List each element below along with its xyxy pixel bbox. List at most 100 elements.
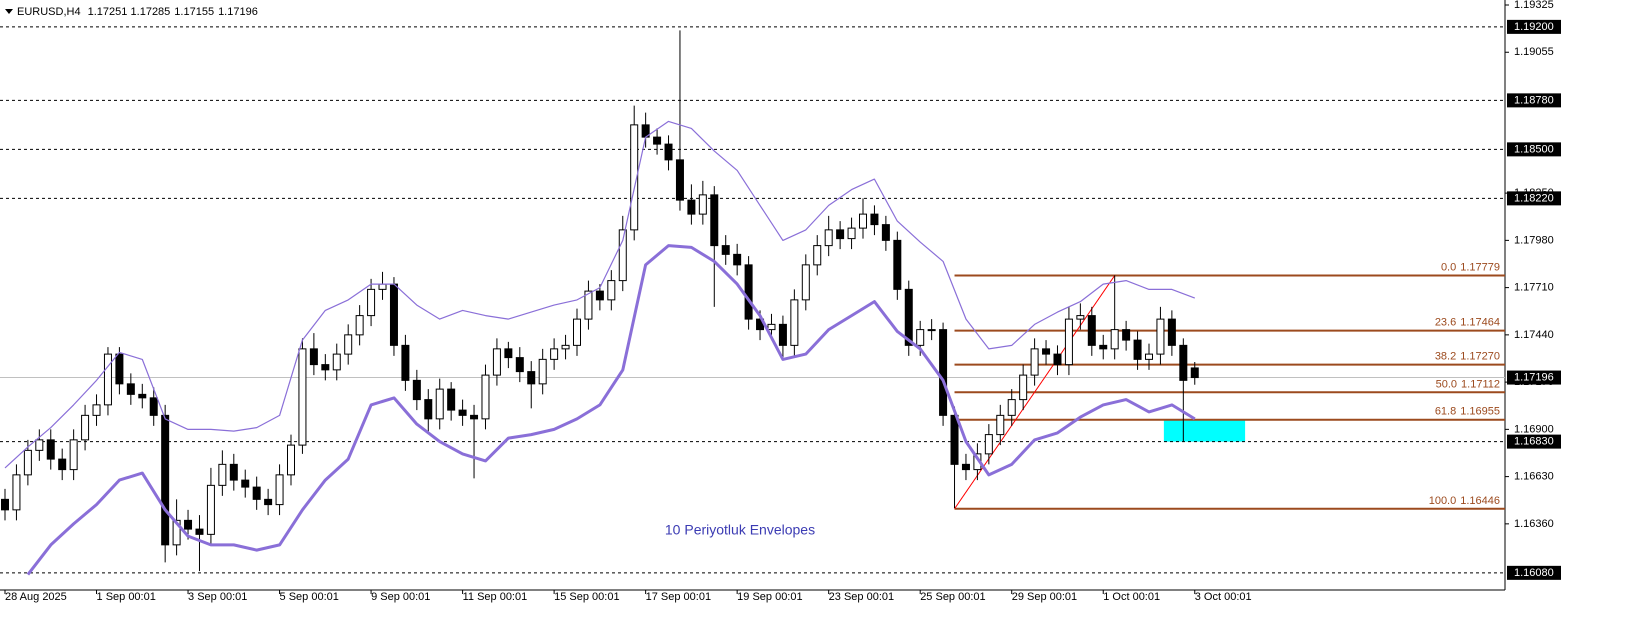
candle-body [870, 213, 879, 226]
fib-price: 1.17270 [1460, 351, 1500, 363]
candle-body [721, 245, 730, 255]
level-label-bg [1507, 434, 1561, 449]
candle-body [710, 194, 719, 247]
fib-price: 1.16446 [1460, 495, 1500, 507]
candle-body [355, 315, 364, 336]
x-tick-label: 17 Sep 00:01 [646, 591, 711, 603]
candle-body [241, 479, 250, 488]
candle-body [984, 434, 993, 455]
candle-body [412, 379, 421, 401]
x-tick-label: 29 Sep 00:01 [1012, 591, 1077, 603]
candle-body [859, 213, 867, 229]
candle-body [58, 458, 67, 471]
candle-body [46, 439, 55, 460]
fib-label: 50.0 1.17112 [1436, 378, 1500, 390]
candle-body [961, 463, 970, 471]
x-tick-label: 9 Sep 00:01 [371, 591, 430, 603]
candle-body [470, 414, 479, 420]
candle-body [744, 264, 753, 320]
candle-body [126, 383, 135, 395]
candle-body [778, 323, 787, 346]
level-label: 1.16830 [1514, 436, 1554, 448]
candle-body [229, 463, 238, 481]
candle-body [950, 414, 959, 465]
fib-label: 61.8 1.16955 [1435, 406, 1500, 418]
fib-label: 100.0 1.16446 [1429, 495, 1500, 507]
candle-body [138, 393, 147, 399]
y-tick-label: 1.19055 [1514, 46, 1554, 58]
zone [1163, 419, 1246, 442]
candle-body [767, 323, 776, 331]
candle-body [584, 290, 593, 320]
candle-body [1053, 353, 1062, 366]
y-tick-label: 1.19325 [1514, 0, 1554, 11]
candle-body [1167, 318, 1176, 346]
candle-body [1190, 367, 1199, 379]
fib-price: 1.17779 [1460, 261, 1500, 273]
chart-header: EURUSD,H4 1.17251 1.17285 1.17155 1.17196 [17, 6, 258, 18]
candle-body [481, 374, 490, 420]
symbol: EURUSD,H4 [17, 6, 81, 18]
candle-body [23, 449, 32, 476]
candle-body [492, 348, 501, 376]
candle-body [939, 329, 948, 416]
candle-body [515, 357, 524, 373]
candle-body [927, 329, 936, 332]
candle-body [893, 239, 902, 290]
envelope-line [26, 244, 1196, 576]
candle-body [172, 519, 181, 546]
menu-triangle [5, 9, 13, 14]
candle-body [344, 334, 353, 355]
x-tick-label: 1 Sep 00:01 [97, 591, 156, 603]
x-tick-label: 23 Sep 00:01 [829, 591, 894, 603]
candle-body [35, 439, 44, 451]
candle-body [1179, 344, 1188, 381]
level-label: 1.18780 [1514, 94, 1554, 106]
candle-body [367, 288, 376, 317]
candle-body [149, 397, 158, 416]
candle-body [790, 299, 799, 346]
level-label-bg [1507, 93, 1561, 108]
fib-label: 23.6 1.17464 [1435, 317, 1500, 329]
candle-body [527, 371, 536, 385]
candle-body [1133, 339, 1142, 360]
header-open: 1.17251 [88, 6, 128, 18]
candle-body [881, 224, 890, 241]
candle-body [435, 388, 444, 420]
candle-body [447, 388, 456, 411]
envelope-line [4, 120, 1196, 469]
candle-body [996, 414, 1005, 436]
fib-label: 0.0 1.17779 [1441, 261, 1500, 273]
level-label-bg [1507, 191, 1561, 206]
candle-body [824, 229, 833, 247]
candle-body [1007, 399, 1016, 416]
candle-body [332, 353, 341, 371]
candle-body [389, 283, 398, 346]
candle-body [161, 414, 170, 546]
candle-body [1064, 318, 1073, 366]
annotation: 10 Periyotluk Envelopes [665, 522, 815, 538]
level-label: 1.18500 [1514, 143, 1554, 155]
candle-body [664, 143, 673, 161]
candle-body [1042, 348, 1051, 355]
y-tick-label: 1.17710 [1514, 282, 1554, 294]
candle-body [298, 348, 307, 446]
candle-body [264, 498, 273, 506]
candle-body [1, 498, 9, 511]
y-tick-label: 1.16900 [1514, 423, 1554, 435]
y-tick-label: 1.16630 [1514, 471, 1554, 483]
candle-body [1110, 329, 1119, 350]
candle-body [538, 358, 547, 385]
fib-ratio: 61.8 [1435, 406, 1456, 418]
candle-body [733, 253, 742, 266]
candle-body [1076, 315, 1085, 320]
fib-price: 1.17112 [1461, 378, 1500, 390]
candle-body [813, 245, 822, 266]
candle-body [801, 264, 810, 301]
x-tick-label: 19 Sep 00:01 [737, 591, 802, 603]
candle-body [1030, 348, 1039, 376]
header-low: 1.17155 [174, 6, 214, 18]
candle-body [103, 353, 112, 406]
